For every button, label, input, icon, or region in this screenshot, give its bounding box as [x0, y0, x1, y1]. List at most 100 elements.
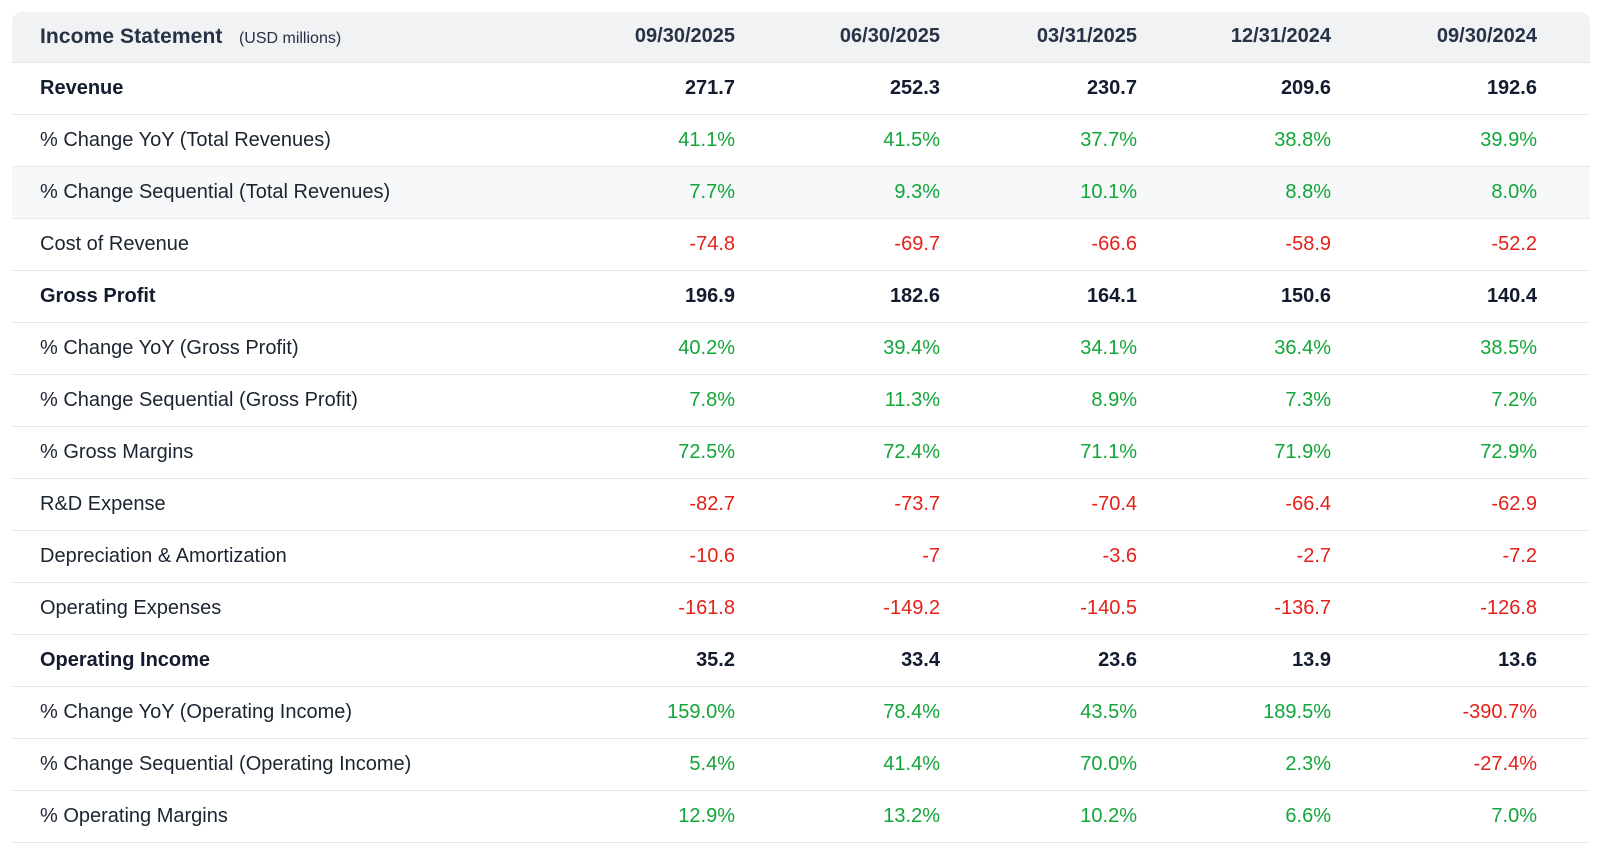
cell-value: -74.8 — [492, 218, 735, 271]
cell-value: 271.7 — [492, 62, 735, 115]
row-label: % Change YoY (Total Revenues) — [12, 114, 492, 167]
cell-value: -27.4% — [1331, 738, 1590, 791]
cell-value: 7.3% — [1137, 374, 1331, 427]
cell-value: -126.8 — [1331, 582, 1590, 635]
row-label: Operating Income — [12, 634, 492, 687]
cell-value: 40.2% — [492, 322, 735, 375]
cell-value: -3.6 — [940, 530, 1137, 583]
cell-value: 41.1% — [492, 114, 735, 167]
table-row[interactable]: % Change YoY (Gross Profit) 40.2% 39.4% 34.… — [12, 322, 1590, 375]
row-label: % Operating Margins — [12, 790, 492, 843]
cell-value: 70.0% — [940, 738, 1137, 791]
income-statement-table: Income Statement (USD millions) 09/30/20… — [12, 12, 1590, 843]
cell-value: 41.5% — [735, 114, 940, 167]
cell-value: 72.4% — [735, 426, 940, 479]
cell-value: 196.9 — [492, 270, 735, 323]
row-label: % Change Sequential (Total Revenues) — [12, 166, 492, 219]
table-row[interactable]: % Operating Margins 12.9% 13.2% 10.2% 6.6% 7.… — [12, 790, 1590, 843]
table-row[interactable]: Gross Profit 196.9 182.6 164.1 150.6 140.4 — [12, 270, 1590, 323]
cell-value: -149.2 — [735, 582, 940, 635]
cell-value: 36.4% — [1137, 322, 1331, 375]
cell-value: 13.9 — [1137, 634, 1331, 687]
cell-value: -66.4 — [1137, 478, 1331, 531]
cell-value: 71.1% — [940, 426, 1137, 479]
cell-value: 78.4% — [735, 686, 940, 739]
cell-value: 72.5% — [492, 426, 735, 479]
cell-value: 72.9% — [1331, 426, 1590, 479]
cell-value: 8.0% — [1331, 166, 1590, 219]
table-row[interactable]: Cost of Revenue -74.8 -69.7 -66.6 -58.9 -52.2 — [12, 218, 1590, 271]
header-row: Income Statement (USD millions) 09/30/20… — [12, 12, 1590, 63]
cell-value: 164.1 — [940, 270, 1137, 323]
cell-value: 140.4 — [1331, 270, 1590, 323]
cell-value: -10.6 — [492, 530, 735, 583]
table-title: Income Statement — [40, 24, 223, 48]
cell-value: -136.7 — [1137, 582, 1331, 635]
cell-value: -7 — [735, 530, 940, 583]
cell-value: -2.7 — [1137, 530, 1331, 583]
cell-value: -73.7 — [735, 478, 940, 531]
column-header-date: 12/31/2024 — [1137, 12, 1331, 63]
cell-value: 10.1% — [940, 166, 1137, 219]
cell-value: 39.4% — [735, 322, 940, 375]
cell-value: -58.9 — [1137, 218, 1331, 271]
cell-value: 35.2 — [492, 634, 735, 687]
cell-value: -52.2 — [1331, 218, 1590, 271]
cell-value: 38.8% — [1137, 114, 1331, 167]
cell-value: 7.0% — [1331, 790, 1590, 843]
row-label: % Change Sequential (Operating Income) — [12, 738, 492, 791]
cell-value: -69.7 — [735, 218, 940, 271]
cell-value: 252.3 — [735, 62, 940, 115]
table-row[interactable]: % Gross Margins 72.5% 72.4% 71.1% 71.9% 72.9% — [12, 426, 1590, 479]
cell-value: 12.9% — [492, 790, 735, 843]
cell-value: 33.4 — [735, 634, 940, 687]
cell-value: 159.0% — [492, 686, 735, 739]
row-label: % Gross Margins — [12, 426, 492, 479]
row-label: % Change Sequential (Gross Profit) — [12, 374, 492, 427]
row-label: % Change YoY (Operating Income) — [12, 686, 492, 739]
table-title-cell: Income Statement (USD millions) — [12, 12, 492, 63]
cell-value: 37.7% — [940, 114, 1137, 167]
column-header-date: 06/30/2025 — [735, 12, 940, 63]
cell-value: 38.5% — [1331, 322, 1590, 375]
table-row[interactable]: % Change Sequential (Gross Profit) 7.8% 11… — [12, 374, 1590, 427]
cell-value: 189.5% — [1137, 686, 1331, 739]
column-header-date: 09/30/2024 — [1331, 12, 1590, 63]
cell-value: 7.8% — [492, 374, 735, 427]
cell-value: 7.2% — [1331, 374, 1590, 427]
row-label: Operating Expenses — [12, 582, 492, 635]
table-row[interactable]: % Change YoY (Operating Income) 159.0% 78.… — [12, 686, 1590, 739]
cell-value: 230.7 — [940, 62, 1137, 115]
table-units-label: (USD millions) — [238, 29, 342, 47]
table-row[interactable]: % Change Sequential (Total Revenues) 7.7%… — [12, 166, 1590, 219]
cell-value: -70.4 — [940, 478, 1137, 531]
table-row[interactable]: Depreciation & Amortization -10.6 -7 -3.6 -2… — [12, 530, 1590, 583]
row-label: R&D Expense — [12, 478, 492, 531]
cell-value: 5.4% — [492, 738, 735, 791]
table-row[interactable]: R&D Expense -82.7 -73.7 -70.4 -66.4 -62.9 — [12, 478, 1590, 531]
cell-value: 9.3% — [735, 166, 940, 219]
table-row[interactable]: % Change Sequential (Operating Income) 5.… — [12, 738, 1590, 791]
cell-value: 41.4% — [735, 738, 940, 791]
cell-value: -390.7% — [1331, 686, 1590, 739]
cell-value: 34.1% — [940, 322, 1137, 375]
column-header-date: 03/31/2025 — [940, 12, 1137, 63]
cell-value: 13.2% — [735, 790, 940, 843]
cell-value: -82.7 — [492, 478, 735, 531]
financials-table: Income Statement (USD millions) 09/30/20… — [12, 12, 1590, 843]
row-label: Depreciation & Amortization — [12, 530, 492, 583]
cell-value: 11.3% — [735, 374, 940, 427]
row-label: % Change YoY (Gross Profit) — [12, 322, 492, 375]
table-row[interactable]: Operating Expenses -161.8 -149.2 -140.5 -136… — [12, 582, 1590, 635]
cell-value: 43.5% — [940, 686, 1137, 739]
table-row[interactable]: Revenue 271.7 252.3 230.7 209.6 192.6 — [12, 62, 1590, 115]
cell-value: -62.9 — [1331, 478, 1590, 531]
table-row[interactable]: Operating Income 35.2 33.4 23.6 13.9 13.6 — [12, 634, 1590, 687]
column-header-date: 09/30/2025 — [492, 12, 735, 63]
cell-value: 192.6 — [1331, 62, 1590, 115]
cell-value: 71.9% — [1137, 426, 1331, 479]
row-label: Gross Profit — [12, 270, 492, 323]
cell-value: 2.3% — [1137, 738, 1331, 791]
table-row[interactable]: % Change YoY (Total Revenues) 41.1% 41.5% 3… — [12, 114, 1590, 167]
cell-value: 150.6 — [1137, 270, 1331, 323]
